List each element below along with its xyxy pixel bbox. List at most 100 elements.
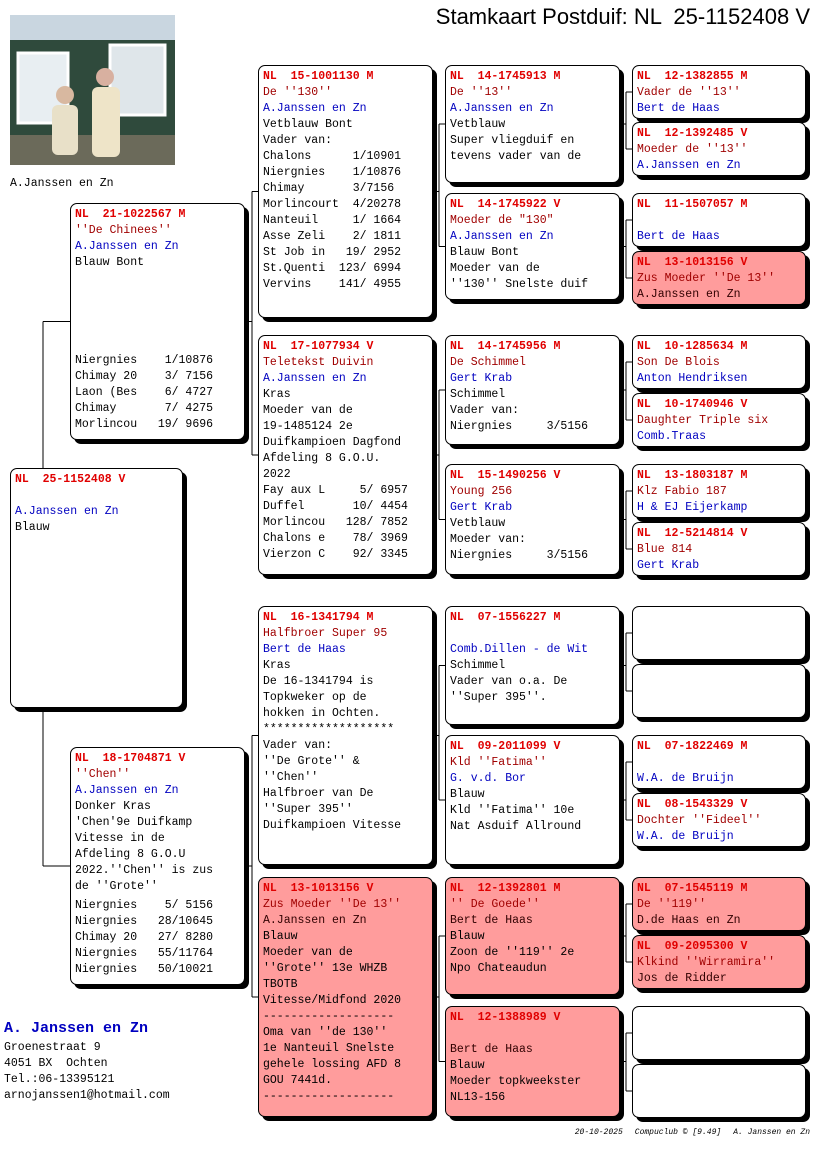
name-line <box>450 626 615 642</box>
pigeon-box: NL 07-1556227 M Comb.Dillen - de Wit Schim… <box>445 606 620 725</box>
owner-line: D.de Haas en Zn <box>637 914 741 927</box>
footer: 20-10-2025 Compuclub © [9.49] A. Janssen e… <box>563 1128 810 1137</box>
name-line: Zus Moeder ''De 13'' <box>263 898 402 911</box>
pigeon-box: NL 09-2011099 V Kld ''Fatima'' G. v.d. Bor… <box>445 735 620 865</box>
ring-line: NL 25-1152408 V <box>15 473 126 486</box>
name-line: Zus Moeder ''De 13'' <box>637 272 776 285</box>
pigeon-box: NL 13-1803187 M Klz Fabio 187 H & EJ Eijer… <box>632 464 806 518</box>
info-line: Niergnies 55/11764 <box>75 947 214 960</box>
pigeon-box: NL 11-1507057 M Bert de Haas <box>632 193 806 247</box>
info-line: Schimmel <box>450 659 506 672</box>
name-line: De ''13'' <box>450 86 513 99</box>
contact-email: arnojanssen1@hotmail.com <box>4 1089 170 1102</box>
ring-line: NL 16-1341794 M <box>263 611 374 624</box>
info-line: Chimay 7/ 4275 <box>75 402 214 415</box>
name-line: '' De Goede'' <box>450 898 540 911</box>
owner-line: Bert de Haas <box>637 230 720 243</box>
name-line: Kld ''Fatima'' <box>450 756 547 769</box>
info-line: Vader van: <box>263 739 333 752</box>
info-line: Vitesse/Midfond 2020 <box>263 994 402 1007</box>
info-line: Niergnies 28/10645 <box>75 915 214 928</box>
name-line: Dochter ''Fideel'' <box>637 814 762 827</box>
ring-line: NL 15-1001130 M <box>263 70 374 83</box>
page-title: Stamkaart Postduif: NL 25-1152408 V <box>435 4 810 29</box>
info-line: Laon (Bes 6/ 4727 <box>75 386 214 399</box>
owner-line: G. v.d. Bor <box>450 772 526 785</box>
results: Niergnies 1/10876 Chimay 20 3/ 7156 Laon (… <box>75 353 213 433</box>
info-line: Donker Kras <box>75 800 151 813</box>
info-line: GOU 7441d. <box>263 1074 333 1087</box>
pigeon-box: NL 12-1388989 V Bert de Haas Blauw Moeder t… <box>445 1006 620 1117</box>
pigeon-box: NL 12-1382855 M Vader de ''13'' Bert de Ha… <box>632 65 806 119</box>
info-line: 2022.''Chen'' is zus <box>75 864 214 877</box>
name-line: Moeder de "130" <box>450 214 554 227</box>
info-line: Duffel 10/ 4454 <box>263 500 408 513</box>
info-line: Niergnies 3/5156 <box>450 420 589 433</box>
info-line: Super vliegduif en <box>450 134 575 147</box>
info-line: Vitesse in de <box>75 832 165 845</box>
ring-line: NL 14-1745922 V <box>450 198 561 211</box>
info-line: Schimmel <box>450 388 506 401</box>
pigeon-box: NL 13-1013156 V Zus Moeder ''De 13'' A.Jan… <box>632 251 806 305</box>
info-line: Vierzon C 92/ 3345 <box>263 548 408 561</box>
name-line: Klkind ''Wirramira'' <box>637 956 776 969</box>
name-line: De ''130'' <box>263 86 333 99</box>
info-line: Niergnies 3/5156 <box>450 549 589 562</box>
name-line <box>637 755 801 771</box>
info-line: Blauw <box>15 521 50 534</box>
info-line: Chimay 3/7156 <box>263 182 395 195</box>
info-line: hokken in Ochten. <box>263 707 381 720</box>
name-line: Teletekst Duivin <box>263 356 374 369</box>
photo-caption: A.Janssen en Zn <box>10 177 114 190</box>
pigeon-box: NL 16-1341794 M Halfbroer Super 95 Bert de… <box>258 606 433 865</box>
photo <box>10 15 175 165</box>
owner-line: A.Janssen en Zn <box>15 505 119 518</box>
ring-line: NL 21-1022567 M <box>75 208 186 221</box>
pigeon-box <box>632 664 806 718</box>
owner-line: A.Janssen en Zn <box>263 372 367 385</box>
name-line <box>450 1026 615 1042</box>
info-line: Blauw <box>450 930 485 943</box>
pigeon-box <box>632 606 806 660</box>
pigeon-box: NL 25-1152408 V A.Janssen en Zn Blauw <box>10 468 183 708</box>
pigeon-box: NL 13-1013156 V Zus Moeder ''De 13'' A.Jan… <box>258 877 433 1117</box>
pigeon-box: NL 07-1822469 M W.A. de Bruijn <box>632 735 806 789</box>
ring-line: NL 14-1745913 M <box>450 70 561 83</box>
info-line: Duifkampioen Vitesse <box>263 819 402 832</box>
name-line: De Schimmel <box>450 356 526 369</box>
info-line: ------------------- <box>263 1010 395 1023</box>
info-line: Niergnies 50/10021 <box>75 963 214 976</box>
info-line: Npo Chateaudun <box>450 962 547 975</box>
info-line: ''Super 395'' <box>263 803 353 816</box>
info-line: Blauw Bont <box>450 246 520 259</box>
owner-line: A.Janssen en Zn <box>637 159 741 172</box>
info-line: Moeder van de <box>263 404 353 417</box>
info-line: St.Quenti 123/ 6994 <box>263 262 402 275</box>
info-line: St Job in 19/ 2952 <box>263 246 402 259</box>
pigeon-box: NL 09-2095300 V Klkind ''Wirramira'' Jos d… <box>632 935 806 989</box>
info-line: tevens vader van de <box>450 150 582 163</box>
pigeon-box: NL 12-1392801 M '' De Goede'' Bert de Haas… <box>445 877 620 995</box>
owner-line: Gert Krab <box>450 372 513 385</box>
info-line: Duifkampioen Dagfond <box>263 436 402 449</box>
ring-line: NL 12-1388989 V <box>450 1011 561 1024</box>
ring-line: NL 07-1556227 M <box>450 611 561 624</box>
pigeon-box: NL 08-1543329 V Dochter ''Fideel'' W.A. de… <box>632 793 806 847</box>
info-line: Afdeling 8 G.O.U. <box>263 452 381 465</box>
owner-line: Comb.Dillen - de Wit <box>450 643 589 656</box>
info-line: 2022 <box>263 468 291 481</box>
info-line: Blauw <box>263 930 298 943</box>
pigeon-box: NL 07-1545119 M De ''119'' D.de Haas en Zn <box>632 877 806 931</box>
info-line: gehele lossing AFD 8 <box>263 1058 402 1071</box>
info-line: ******************* <box>263 723 395 736</box>
info-line: Chalons 1/10901 <box>263 150 402 163</box>
info-line: Chalons e 78/ 3969 <box>263 532 408 545</box>
info-line: Asse Zeli 2/ 1811 <box>263 230 402 243</box>
info-line: Vetblauw <box>450 517 506 530</box>
info-line: Vervins 141/ 4955 <box>263 278 402 291</box>
info-line: TBOTB <box>263 978 298 991</box>
info-line: Nat Asduif Allround <box>450 820 582 833</box>
pigeon-box: NL 17-1077934 V Teletekst Duivin A.Janssen… <box>258 335 433 575</box>
info-line: Nanteuil 1/ 1664 <box>263 214 402 227</box>
